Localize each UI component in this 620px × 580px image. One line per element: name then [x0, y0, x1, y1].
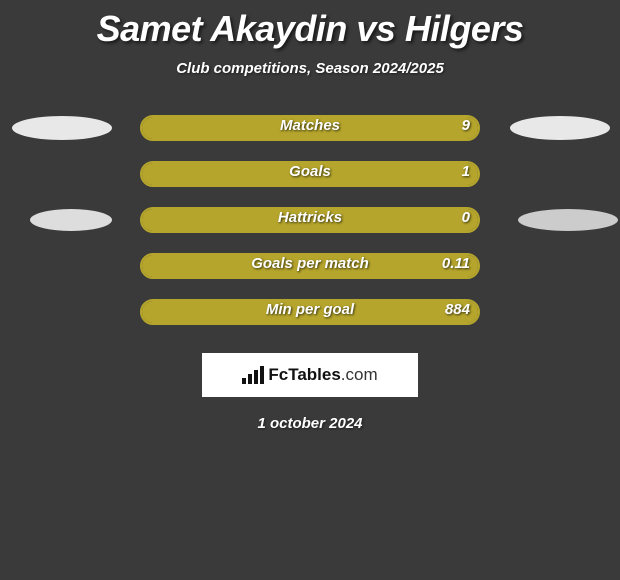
- stat-bar: [140, 161, 480, 187]
- stat-row: Goals1: [0, 151, 620, 197]
- logo-box: FcTables.com: [202, 353, 418, 397]
- stat-bar: [140, 299, 480, 325]
- stat-row: Min per goal884: [0, 289, 620, 335]
- stat-row: Matches9: [0, 105, 620, 151]
- stat-bar-fill-right: [142, 209, 478, 231]
- stat-bar: [140, 115, 480, 141]
- page-title: Samet Akaydin vs Hilgers: [0, 0, 620, 50]
- fctables-logo: FcTables.com: [242, 365, 377, 385]
- stat-bar: [140, 253, 480, 279]
- logo-text-suffix: .com: [341, 365, 378, 384]
- stat-bar-fill-right: [142, 255, 478, 277]
- stat-row: Hattricks0: [0, 197, 620, 243]
- stat-bar-fill-right: [142, 163, 478, 185]
- stat-bar-fill-right: [142, 117, 478, 139]
- bars-icon: [242, 366, 264, 384]
- stats-container: Matches9Goals1Hattricks0Goals per match0…: [0, 105, 620, 335]
- decor-ellipse-left: [12, 116, 112, 140]
- subtitle: Club competitions, Season 2024/2025: [0, 60, 620, 77]
- stat-bar-fill-right: [142, 301, 478, 323]
- logo-text-bold: FcTables: [268, 365, 340, 384]
- decor-ellipse-right: [510, 116, 610, 140]
- stat-row: Goals per match0.11: [0, 243, 620, 289]
- stat-bar: [140, 207, 480, 233]
- date-text: 1 october 2024: [0, 415, 620, 432]
